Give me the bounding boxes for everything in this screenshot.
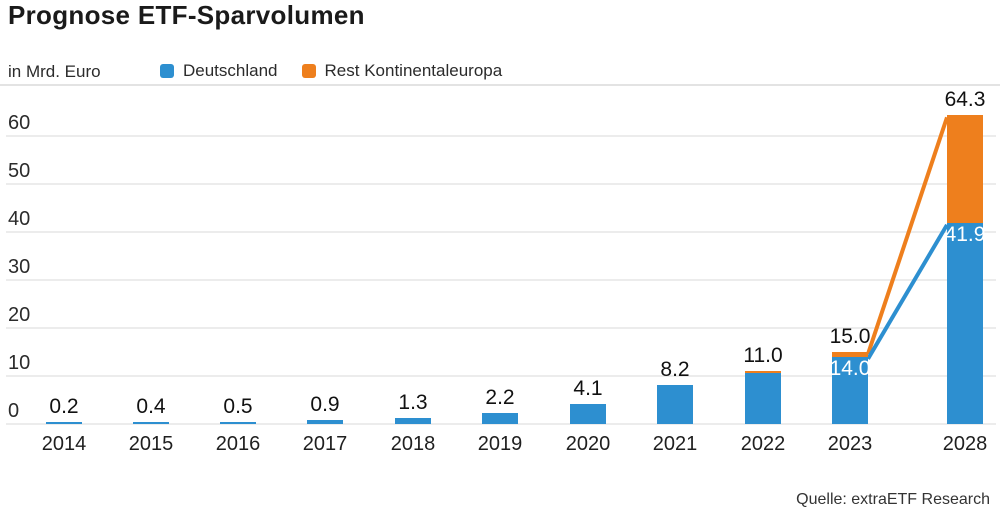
y-axis-tick-20: 20	[8, 304, 31, 326]
value-label-2014: 0.2	[49, 395, 79, 418]
legend-item-rest-kontinentaleuropa: Rest Kontinentaleuropa	[301, 61, 503, 81]
x-axis-label-2028: 2028	[942, 433, 988, 455]
bar-deutschland-2015	[133, 422, 169, 424]
legend-label-rest-kontinentaleuropa: Rest Kontinentaleuropa	[324, 61, 503, 80]
deutschland-swatch-icon	[160, 64, 174, 78]
y-axis-tick-30: 30	[8, 256, 31, 278]
bar-deutschland-2019	[482, 413, 518, 424]
value-label-2028: 64.3	[944, 88, 986, 112]
y-axis-tick-0: 0	[8, 400, 20, 422]
bar-rest-kontinentaleuropa-2023	[832, 352, 868, 357]
value-label-2015: 0.4	[136, 395, 166, 418]
y-axis-tick-10: 10	[8, 352, 31, 374]
value-label-2021: 8.2	[660, 357, 690, 381]
bar-rest-kontinentaleuropa-2022	[745, 371, 781, 374]
gridline-0	[6, 423, 996, 425]
gridline-40	[6, 231, 996, 233]
gridline-10	[6, 375, 996, 377]
legend: Deutschland Rest Kontinentaleuropa	[160, 61, 502, 81]
bar-deutschland-2022	[745, 373, 781, 424]
bar-deutschland-2023	[832, 356, 868, 424]
y-axis-tick-60: 60	[8, 112, 31, 134]
bar-deutschland-2021	[657, 384, 693, 424]
value-label-2022: 11.0	[743, 344, 783, 368]
unit-label: in Mrd. Euro	[8, 62, 101, 81]
legend-label-deutschland: Deutschland	[183, 61, 278, 80]
bar-deutschland-2014	[46, 422, 82, 424]
inside-value-label-2028: 41.9	[944, 222, 986, 246]
inside-value-label-2023: 14.0	[829, 356, 871, 380]
gridline-50	[6, 183, 996, 185]
bar-rest-kontinentaleuropa-2028	[947, 115, 983, 223]
bar-deutschland-2028	[947, 222, 983, 424]
x-axis-label-2017: 2017	[302, 433, 348, 455]
bar-deutschland-2020	[570, 404, 606, 424]
legend-separator-line	[0, 84, 1000, 86]
x-axis-label-2022: 2022	[740, 433, 786, 455]
x-axis-label-2020: 2020	[565, 433, 611, 455]
legend-item-deutschland: Deutschland	[160, 61, 278, 81]
x-axis-label-2023: 2023	[827, 433, 873, 455]
gridline-30	[6, 279, 996, 281]
connector-line-rest-kontinentaleuropa	[866, 116, 949, 355]
connector-line-deutschland	[866, 223, 949, 360]
y-axis-tick-40: 40	[8, 208, 31, 230]
value-label-2020: 4.1	[573, 377, 603, 401]
value-label-2023: 15.0	[829, 325, 871, 348]
value-label-2016: 0.5	[223, 394, 253, 418]
bar-deutschland-2017	[307, 419, 343, 424]
value-label-2018: 1.3	[398, 390, 428, 414]
gridline-60	[6, 135, 996, 137]
source-credit: Quelle: extraETF Research	[796, 491, 990, 508]
rest-kontinentaleuropa-swatch-icon	[301, 64, 316, 78]
y-axis-tick-50: 50	[8, 160, 31, 182]
x-axis-label-2021: 2021	[652, 433, 698, 455]
x-axis-label-2016: 2016	[215, 433, 261, 455]
gridline-20	[6, 327, 996, 329]
x-axis-label-2015: 2015	[128, 433, 174, 455]
bar-deutschland-2016	[220, 421, 256, 424]
value-label-2019: 2.2	[485, 386, 515, 410]
chart-title: Prognose ETF-Sparvolumen	[8, 0, 365, 30]
bar-deutschland-2018	[395, 417, 431, 424]
value-label-2017: 0.9	[310, 392, 340, 416]
x-axis-label-2018: 2018	[390, 433, 436, 455]
x-axis-label-2014: 2014	[41, 433, 87, 455]
x-axis-label-2019: 2019	[477, 433, 523, 455]
